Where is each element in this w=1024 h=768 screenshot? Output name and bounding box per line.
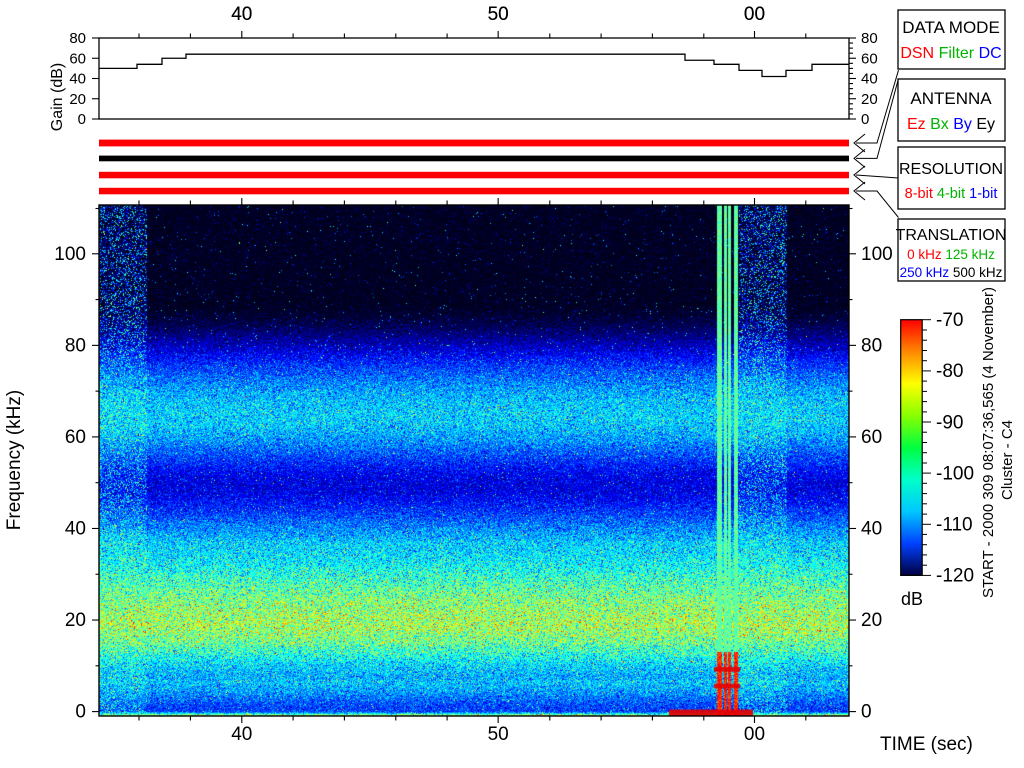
svg-text:-80: -80 — [936, 361, 963, 382]
svg-text:0 kHz 125 kHz: 0 kHz 125 kHz — [907, 247, 995, 262]
svg-text:50: 50 — [488, 4, 509, 25]
svg-text:40: 40 — [861, 71, 878, 88]
svg-text:20: 20 — [861, 91, 878, 108]
svg-text:40: 40 — [861, 519, 882, 540]
svg-text:40: 40 — [231, 724, 252, 745]
svg-text:20: 20 — [861, 610, 882, 631]
svg-text:40: 40 — [65, 519, 86, 540]
svg-text:Cluster - C4: Cluster - C4 — [999, 420, 1016, 500]
svg-text:0: 0 — [861, 111, 869, 128]
svg-text:Ez Bx By Ey: Ez Bx By Ey — [907, 116, 995, 133]
svg-text:80: 80 — [65, 336, 86, 357]
svg-text:8-bit 4-bit 1-bit: 8-bit 4-bit 1-bit — [905, 186, 998, 202]
svg-text:100: 100 — [54, 244, 86, 265]
svg-text:40: 40 — [231, 4, 252, 25]
svg-text:-70: -70 — [936, 310, 963, 331]
svg-text:0: 0 — [75, 702, 86, 723]
svg-text:40: 40 — [231, 4, 252, 25]
svg-text:60: 60 — [69, 50, 86, 67]
svg-text:60: 60 — [861, 50, 878, 67]
svg-text:ANTENNA: ANTENNA — [910, 89, 992, 108]
svg-text:40: 40 — [69, 71, 86, 88]
svg-text:250 kHz 500 kHz: 250 kHz 500 kHz — [900, 265, 1003, 280]
svg-text:60: 60 — [65, 427, 86, 448]
svg-text:Gain (dB): Gain (dB) — [49, 63, 66, 131]
svg-text:80: 80 — [861, 30, 878, 47]
svg-text:20: 20 — [69, 91, 86, 108]
svg-text:DSN Filter DC: DSN Filter DC — [900, 45, 1001, 62]
svg-text:Frequency (kHz): Frequency (kHz) — [4, 390, 25, 530]
svg-text:00: 00 — [744, 4, 765, 25]
svg-text:50: 50 — [488, 724, 509, 745]
svg-text:-110: -110 — [936, 515, 973, 536]
svg-text:80: 80 — [861, 336, 882, 357]
svg-text:START - 2000 309 08:07:36,565: START - 2000 309 08:07:36,565 (4 Novembe… — [980, 287, 997, 598]
svg-text:20: 20 — [65, 610, 86, 631]
svg-text:00: 00 — [744, 724, 765, 745]
svg-text:TIME (sec): TIME (sec) — [880, 734, 973, 755]
svg-text:-100: -100 — [936, 463, 974, 484]
svg-text:-120: -120 — [936, 566, 974, 587]
svg-text:TRANSLATION: TRANSLATION — [896, 227, 1007, 244]
svg-text:0: 0 — [861, 702, 872, 723]
svg-text:-90: -90 — [936, 412, 963, 433]
svg-text:100: 100 — [861, 244, 893, 265]
svg-text:00: 00 — [744, 4, 765, 25]
svg-text:dB: dB — [901, 589, 923, 609]
svg-text:50: 50 — [488, 4, 509, 25]
svg-text:80: 80 — [69, 30, 86, 47]
svg-text:RESOLUTION: RESOLUTION — [899, 161, 1003, 178]
svg-text:0: 0 — [78, 111, 86, 128]
svg-text:60: 60 — [861, 427, 882, 448]
svg-text:DATA MODE: DATA MODE — [902, 18, 1000, 37]
